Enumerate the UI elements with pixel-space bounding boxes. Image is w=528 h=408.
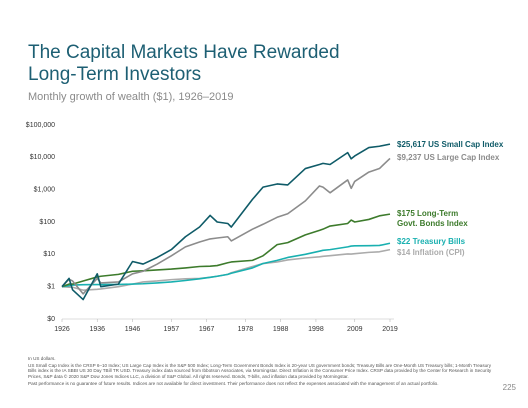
x-tick-label: 1936 [89,326,105,333]
x-tick-label: 1978 [238,326,254,333]
y-tick-label: $1 [47,284,55,291]
y-tick-label: $10,000 [30,154,55,161]
subtitle: Monthly growth of wealth ($1), 1926–2019 [28,91,233,103]
series-label: $22 Treasury Bills [397,237,466,246]
series-label: $9,237 US Large Cap Index [397,153,500,162]
y-tick-label: $100,000 [26,122,55,129]
x-tick-label: 1988 [273,326,289,333]
x-tick-label: 1998 [308,326,324,333]
title-line: The Capital Markets Have Rewarded [28,42,340,63]
x-tick-label: 1967 [199,326,215,333]
footnote: Past performance is no guarantee of futu… [28,380,439,386]
x-tick-label: 1946 [125,326,141,333]
y-tick-label: $1,000 [34,187,56,194]
page-number: 225 [502,383,516,392]
series-label: $25,617 US Small Cap Index [397,140,504,149]
title-line: Long-Term Investors [28,64,201,85]
footnotes: In US dollars. US Small Cap Index is the … [28,356,498,387]
y-tick-label: $0 [47,316,55,323]
series-label: $175 Long-Term Govt. Bonds Index [397,209,468,228]
y-tick-label: $100 [39,219,55,226]
series-line [61,157,391,295]
y-tick-label: $10 [43,251,55,258]
x-tick-label: 2009 [347,326,363,333]
footnote: In US dollars. [28,356,56,361]
x-tick-label: 1957 [164,326,180,333]
series-line [61,242,391,288]
series-line [61,143,391,301]
series-label: $14 Inflation (CPI) [397,248,465,257]
series-line [61,213,391,288]
x-tick-label: 1926 [54,326,70,333]
x-tick-label: 2019 [382,326,398,333]
footnote: US Small Cap Index is the CRSP 6–10 Inde… [28,362,492,380]
